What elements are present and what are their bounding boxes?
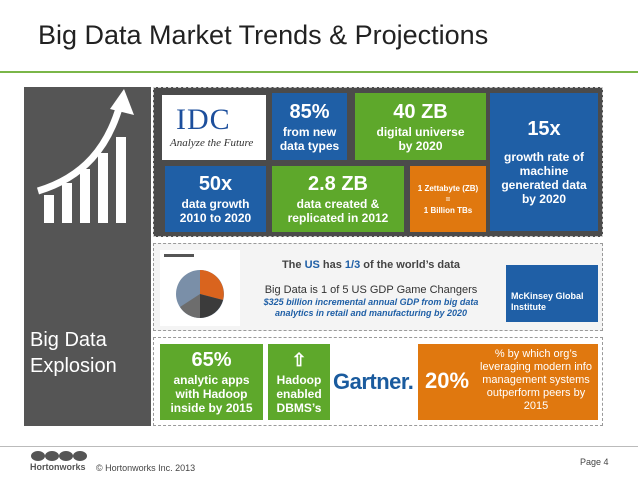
copyright: © Hortonworks Inc. 2013 xyxy=(96,463,196,473)
us-share-line: The US has 1/3 of the world’s data xyxy=(245,259,497,271)
stat-box: 20% % by which org’s leveraging modern i… xyxy=(418,344,598,420)
footer-rule xyxy=(0,446,638,447)
gartner-logo: Gartner. xyxy=(333,369,414,394)
stat-box: 65% analytic apps with Hadoop inside by … xyxy=(160,344,263,420)
stat-text: % by which org’s leveraging modern info … xyxy=(480,348,592,412)
logo-tagline: Analyze the Future xyxy=(170,137,254,149)
stat-value: 20% xyxy=(425,368,470,393)
arrow-icon: ⇧ xyxy=(291,349,307,370)
idc-logo: IDC Analyze the Future xyxy=(162,95,266,160)
stat-box: 40 ZB digital universe by 2020 xyxy=(355,93,486,160)
stat-value: 50x xyxy=(198,173,233,195)
stat-value: 65% xyxy=(191,349,232,371)
stat-value: 15x xyxy=(527,118,561,140)
stat-value: 40 ZB xyxy=(393,100,448,123)
zettabyte-box: 1 Zettabyte (ZB) = 1 Billion TBs xyxy=(410,166,486,232)
stat-value: 85% xyxy=(289,100,330,123)
stat-text: from new data types xyxy=(279,124,340,153)
title-rule xyxy=(0,71,638,73)
text: of the world’s data xyxy=(360,259,461,271)
elephant-icon xyxy=(31,451,87,461)
slide-title: Big Data Market Trends & Projections xyxy=(38,20,489,50)
stat-text: analytic apps with Hadoop inside by 2015 xyxy=(170,373,253,415)
stat-box: ⇧ Hadoop enabled DBMS’s xyxy=(268,344,330,420)
side-caption: Big Data Explosion xyxy=(30,329,117,377)
highlight: 1/3 xyxy=(344,259,361,271)
mckinsey-logo: McKinsey Global Institute xyxy=(506,265,598,322)
page-number: Page 4 xyxy=(580,457,609,467)
highlight: US xyxy=(304,259,320,271)
gdp-note: $325 billion incremental annual GDP from… xyxy=(263,297,479,318)
stat-box: 15x growth rate of machine generated dat… xyxy=(490,93,598,231)
company-logo: Hortonworks xyxy=(30,462,86,472)
stat-text: digital universe by 2020 xyxy=(376,124,465,153)
game-changers: Big Data is 1 of 5 US GDP Game Changers xyxy=(264,284,478,296)
stat-text: data created & replicated in 2012 xyxy=(287,197,389,225)
text: The xyxy=(281,259,305,271)
text: has xyxy=(319,259,345,271)
stat-box: 2.8 ZB data created & replicated in 2012 xyxy=(272,166,404,232)
stat-text: growth rate of machine generated data by… xyxy=(501,150,587,206)
zb-line: = xyxy=(445,194,451,204)
logo-text: IDC xyxy=(176,103,231,136)
zb-line: 1 Zettabyte (ZB) xyxy=(417,183,479,193)
side-panel: Big Data Explosion xyxy=(24,87,151,426)
zb-line: 1 Billion TBs xyxy=(423,205,473,215)
stat-text: data growth 2010 to 2020 xyxy=(179,197,252,225)
stat-value: 2.8 ZB xyxy=(307,173,369,195)
pie-thumbnail xyxy=(160,250,240,326)
growth-icon xyxy=(36,89,134,223)
stat-text: Hadoop enabled DBMS’s xyxy=(276,372,322,415)
stat-box: 50x data growth 2010 to 2020 xyxy=(165,166,266,232)
stat-box: 85% from new data types xyxy=(272,93,347,160)
